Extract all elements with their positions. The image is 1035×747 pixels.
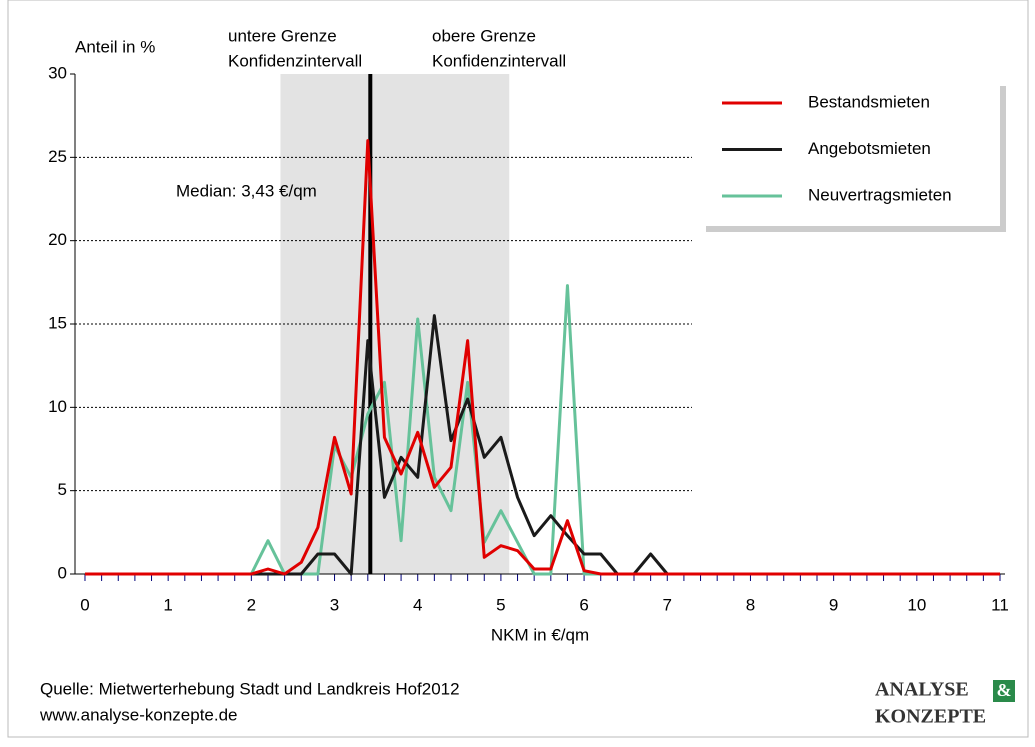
x-tick-label: 7 <box>663 595 672 614</box>
logo: ANALYSE <box>875 679 969 701</box>
y-tick-label: 15 <box>48 313 67 332</box>
x-tick-label: 1 <box>163 595 172 614</box>
series-line <box>84 139 1001 576</box>
logo-amp: & <box>997 680 1012 700</box>
x-tick-label: 9 <box>829 595 838 614</box>
y-tick-label: 25 <box>48 147 67 166</box>
logo: KONZEPTE <box>875 706 986 728</box>
median-label: Median: 3,43 €/qm <box>176 181 317 200</box>
legend-label: Neuvertragsmieten <box>808 185 952 204</box>
legend-label: Angebotsmieten <box>808 139 931 158</box>
x-tick-label: 4 <box>413 595 422 614</box>
x-tick-label: 8 <box>746 595 755 614</box>
x-tick-label: 11 <box>991 595 1009 614</box>
ci-lower-label: Konfidenzintervall <box>228 51 362 70</box>
y-tick-label: 5 <box>58 480 67 499</box>
x-tick-label: 6 <box>579 595 588 614</box>
y-tick-label: 10 <box>48 397 67 416</box>
logo-box <box>993 680 1015 702</box>
x-axis-label: NKM in €/qm <box>491 625 589 644</box>
x-tick-label: 5 <box>496 595 505 614</box>
legend-label: Bestandsmieten <box>808 92 930 111</box>
y-axis-label: Anteil in % <box>75 37 155 56</box>
ci-lower-label: untere Grenze <box>228 26 337 45</box>
x-tick-label: 0 <box>80 595 89 614</box>
x-tick-label: 10 <box>907 595 926 614</box>
x-tick-label: 3 <box>330 595 339 614</box>
x-tick-label: 2 <box>247 595 256 614</box>
ci-upper-label: obere Grenze <box>432 26 536 45</box>
source-url: www.analyse-konzepte.de <box>39 705 238 724</box>
y-tick-label: 30 <box>48 63 67 82</box>
y-tick-label: 0 <box>58 563 67 582</box>
source: Quelle: Mietwerterhebung Stadt und Landk… <box>40 679 460 698</box>
y-tick-label: 20 <box>48 230 67 249</box>
confidence-band <box>280 74 510 574</box>
ci-upper-label: Konfidenzintervall <box>432 51 566 70</box>
